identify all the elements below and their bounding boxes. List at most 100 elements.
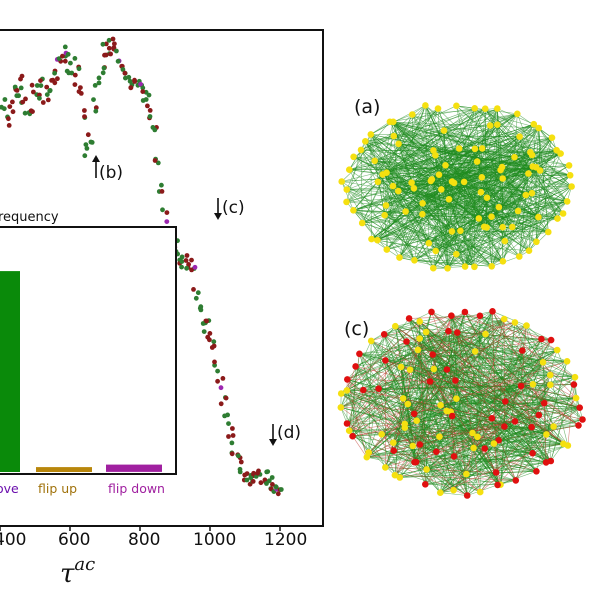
network-node [390,118,397,126]
network-node [438,186,445,193]
data-point [238,459,244,465]
data-point [69,70,75,76]
network-node [423,466,430,473]
network-node [378,431,386,438]
data-point [229,451,235,457]
x-tick-label-400: 400 [0,530,26,550]
inset-bars [0,271,162,472]
data-point [183,258,189,263]
data-point [38,83,44,88]
data-point [138,81,144,87]
data-point [147,114,153,119]
data-point [44,84,50,90]
network-node [486,122,494,129]
x-tick-label-1000: 1000 [193,530,236,550]
network-node [379,171,387,178]
network-node [435,171,443,178]
data-point [14,93,20,99]
network-node [517,382,525,390]
network-node [481,445,489,452]
network-node [463,492,471,499]
data-point [56,56,62,61]
network-node [528,151,536,159]
network-node [533,238,540,246]
network-node [481,105,489,112]
data-point [62,58,68,64]
inset-cat-label-0: ove [0,481,19,496]
data-point [147,108,153,113]
network-node [570,381,578,388]
data-point [235,453,241,459]
data-point [222,413,228,419]
data-point [229,440,235,446]
data-point [164,219,170,225]
network-node [399,395,407,402]
data-point [220,376,226,381]
network-node [490,440,498,447]
network-node [390,447,398,455]
network-node [501,423,508,430]
data-point [150,125,156,130]
network-node [461,308,469,316]
data-point [7,104,13,109]
data-point [212,362,218,368]
network-node [382,202,390,209]
data-point [76,89,82,94]
network-node [535,124,542,132]
data-point [92,83,98,88]
data-point [128,85,134,90]
network-node [568,183,575,190]
network-node [525,170,532,177]
network-node [429,351,437,358]
network-node [401,420,409,428]
data-point [93,108,99,114]
network-node [475,215,483,222]
network-node [511,418,519,425]
data-point [91,97,96,102]
data-point [152,158,158,163]
data-point [120,67,126,72]
network-node [495,203,503,211]
network-node [543,431,550,438]
network-node [566,172,574,179]
data-point [223,395,229,401]
network-node [471,348,479,355]
network-node [365,449,373,456]
network-node [463,470,470,478]
network-node [337,404,345,411]
network-node [478,145,486,152]
panel-a-label: (a) [354,96,380,118]
network-node [563,358,571,365]
data-point [68,60,73,66]
data-point [122,70,128,76]
data-point [115,58,121,64]
network-node [350,153,357,161]
data-point [85,132,91,138]
network-node [436,433,443,441]
network-node [356,350,363,358]
data-point [72,82,78,87]
network-node [514,207,522,215]
network-node [360,386,367,394]
network-node [422,328,430,336]
data-point [226,421,231,426]
network-node [352,363,359,370]
network-node [492,469,500,476]
network-node [442,162,449,169]
data-point [250,479,256,484]
network-node [368,235,375,243]
network-node [575,422,582,429]
network-node [453,250,460,258]
data-point [110,36,116,42]
network-node [419,210,426,218]
data-point [215,368,221,374]
network-node [473,158,481,165]
data-point [34,83,40,88]
network-node [408,179,415,186]
network-node [500,315,508,323]
data-point [212,359,217,365]
network-node [453,102,460,110]
network-node [448,412,456,420]
network-node [565,162,573,169]
network-node [499,223,507,231]
